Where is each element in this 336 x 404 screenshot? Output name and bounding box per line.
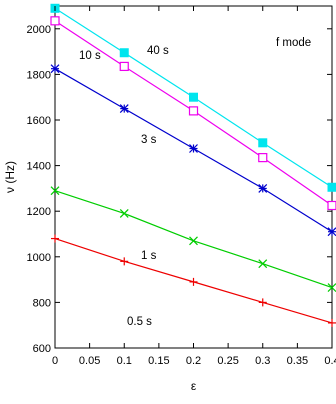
data-point bbox=[258, 298, 267, 307]
x-tick-label: 0.15 bbox=[148, 355, 169, 367]
series-label: 0.5 s bbox=[127, 316, 152, 328]
x-tick-label: 0.1 bbox=[117, 355, 132, 367]
x-tick-label: 0.4 bbox=[324, 355, 336, 367]
data-point bbox=[189, 92, 198, 102]
data-point bbox=[119, 104, 129, 114]
series-10-s bbox=[50, 16, 336, 211]
x-tick-label: 0.25 bbox=[217, 355, 238, 367]
data-point bbox=[327, 182, 336, 192]
data-point bbox=[50, 16, 60, 26]
series-1-s bbox=[50, 186, 336, 293]
data-point bbox=[119, 48, 129, 58]
y-tick-label: 1000 bbox=[27, 252, 51, 264]
data-point bbox=[189, 144, 198, 153]
y-tick-label: 1200 bbox=[27, 206, 51, 218]
x-tick-label: 0.3 bbox=[255, 355, 270, 367]
series-0_5-s bbox=[51, 234, 336, 327]
data-point bbox=[327, 200, 336, 211]
series-3-s bbox=[50, 64, 336, 237]
data-point bbox=[119, 61, 129, 72]
x-tick-label: 0.05 bbox=[79, 355, 100, 367]
data-point bbox=[327, 283, 336, 293]
y-tick-label: 1400 bbox=[27, 161, 51, 173]
series-label: 10 s bbox=[79, 50, 101, 62]
x-tick-label: 0.2 bbox=[186, 355, 201, 367]
x-axis-label: ε bbox=[191, 379, 197, 393]
data-point bbox=[120, 257, 129, 266]
data-point bbox=[328, 318, 336, 327]
data-point bbox=[189, 236, 198, 246]
data-point bbox=[51, 234, 59, 243]
x-tick-label: 0.35 bbox=[287, 355, 308, 367]
data-point bbox=[188, 106, 199, 116]
annotation-f-mode: f mode bbox=[276, 37, 311, 49]
y-tick-label: 800 bbox=[33, 297, 51, 309]
y-tick-label: 600 bbox=[33, 343, 51, 355]
series-label: 40 s bbox=[147, 45, 169, 57]
y-tick-label: 1600 bbox=[27, 115, 51, 127]
y-tick-label: 1800 bbox=[27, 69, 51, 81]
data-point bbox=[50, 186, 60, 196]
data-point bbox=[258, 259, 268, 269]
series-label: 1 s bbox=[141, 250, 157, 262]
data-point bbox=[258, 153, 268, 163]
series-label: 3 s bbox=[141, 134, 157, 146]
data-point bbox=[258, 138, 268, 148]
data-point bbox=[119, 209, 129, 218]
data-point bbox=[189, 277, 198, 286]
series-40-s bbox=[50, 3, 336, 192]
data-point bbox=[50, 64, 60, 74]
data-point bbox=[327, 227, 336, 237]
y-axis-label: ν (Hz) bbox=[3, 161, 17, 193]
y-tick-label: 2000 bbox=[27, 24, 51, 36]
x-tick-label: 0 bbox=[52, 355, 58, 367]
data-point bbox=[258, 183, 268, 193]
